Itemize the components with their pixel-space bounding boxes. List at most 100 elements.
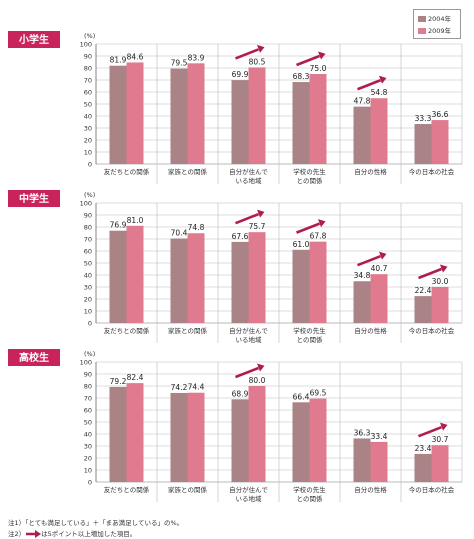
x-tick-label: 自分の性格 (354, 326, 387, 335)
data-label-2009: 33.4 (371, 432, 388, 441)
data-label-2004: 70.4 (171, 229, 188, 238)
y-tick-label: 30 (84, 442, 92, 450)
y-tick-label: 70 (84, 394, 92, 402)
y-tick-label: 100 (80, 199, 92, 207)
legend-label-2004: 2004年 (428, 15, 452, 23)
bar-2004 (170, 392, 188, 482)
bar-2009 (187, 392, 205, 482)
bar-2004 (353, 106, 371, 164)
bar-2009 (309, 74, 327, 164)
data-label-2009: 83.9 (188, 53, 205, 62)
x-tick-label: 家族との関係 (168, 326, 207, 335)
legend-swatch-2004 (418, 16, 426, 22)
data-label-2004: 81.9 (110, 56, 127, 65)
y-tick-label: 100 (80, 358, 92, 366)
data-label-2009: 30.0 (432, 277, 449, 286)
y-unit-label: (%) (84, 350, 95, 358)
bar-2004 (170, 238, 188, 323)
bar-2009 (248, 386, 266, 482)
data-label-2009: 54.8 (371, 88, 388, 97)
increase-arrow-head (440, 264, 448, 273)
x-tick-label: いる地域 (236, 176, 263, 185)
bar-2009 (431, 445, 449, 482)
bar-2009 (126, 383, 144, 482)
data-label-2009: 80.5 (249, 57, 266, 66)
bar-2004 (109, 65, 127, 164)
increase-arrow-shaft (418, 267, 442, 280)
panel-tag-label: 中学生 (19, 192, 49, 205)
y-tick-label: 30 (84, 124, 92, 132)
x-tick-label: 友だちとの関係 (104, 326, 150, 335)
data-label-2009: 84.6 (127, 52, 144, 61)
legend: 2004年 2009年 (413, 9, 461, 39)
bar-2004 (109, 230, 127, 323)
y-tick-label: 20 (84, 454, 92, 462)
x-tick-label: 学校の先生 (293, 326, 326, 335)
data-label-2009: 80.0 (249, 376, 266, 385)
y-tick-label: 90 (84, 370, 92, 378)
bar-2009 (370, 441, 388, 482)
data-label-2009: 69.5 (310, 389, 327, 398)
legend-item-2009: 2009年 (418, 25, 451, 35)
y-tick-label: 90 (84, 211, 92, 219)
increase-arrow-shaft (357, 79, 381, 91)
bar-2004 (170, 68, 188, 164)
panel-tag-label: 小学生 (18, 33, 49, 46)
data-label-2009: 75.0 (310, 64, 327, 73)
y-tick-label: 20 (84, 295, 92, 303)
x-tick-label: いる地域 (236, 494, 263, 503)
increase-arrow-head (440, 422, 448, 431)
data-label-2009: 82.4 (127, 373, 144, 382)
bar-2009 (187, 63, 205, 164)
data-label-2009: 40.7 (371, 264, 388, 273)
legend-swatch-2009 (418, 28, 426, 34)
x-tick-label: 今の日本の社会 (409, 485, 455, 494)
x-tick-label: 友だちとの関係 (104, 485, 150, 494)
panel-tag-label: 高校生 (19, 351, 49, 364)
increase-arrow-shaft (235, 366, 259, 379)
data-label-2009: 30.7 (432, 435, 449, 444)
y-tick-label: 80 (84, 223, 92, 231)
bar-2009 (431, 120, 449, 164)
footnote-1: 注1）「とても満足している」＋「まあ満足している」の%。 (8, 519, 184, 527)
x-tick-label: 学校の先生 (293, 485, 326, 494)
data-label-2009: 74.8 (188, 223, 205, 232)
arrow-icon (26, 530, 42, 538)
increase-arrow-head (257, 209, 265, 218)
x-tick-label: 家族との関係 (168, 167, 207, 176)
data-label-2009: 74.4 (188, 383, 205, 392)
y-tick-label: 60 (84, 88, 92, 96)
data-label-2004: 34.8 (354, 271, 371, 280)
bar-2004 (353, 281, 371, 323)
data-label-2004: 23.4 (415, 444, 432, 453)
x-tick-label: 自分が住んで (229, 485, 268, 494)
y-tick-label: 80 (84, 64, 92, 72)
data-label-2004: 67.6 (232, 232, 249, 241)
x-tick-label: との関係 (297, 494, 323, 503)
y-tick-label: 70 (84, 76, 92, 84)
increase-arrow-shaft (235, 212, 259, 225)
bar-2009 (431, 287, 449, 323)
x-tick-label: 学校の先生 (293, 167, 326, 176)
y-tick-label: 40 (84, 271, 92, 279)
y-tick-label: 10 (84, 307, 92, 315)
increase-arrow-shaft (296, 54, 320, 67)
y-tick-label: 20 (84, 136, 92, 144)
increase-arrow-shaft (235, 48, 259, 60)
data-label-2009: 67.8 (310, 232, 327, 241)
bar-2009 (370, 274, 388, 323)
data-label-2004: 36.3 (354, 428, 371, 437)
panel-tag-bg (8, 349, 60, 366)
bar-2009 (248, 67, 266, 164)
bar-2004 (414, 124, 432, 164)
y-tick-label: 40 (84, 430, 92, 438)
bar-2004 (292, 249, 310, 323)
x-tick-label: 今の日本の社会 (409, 167, 455, 176)
y-tick-label: 10 (84, 148, 92, 156)
y-tick-label: 50 (84, 259, 92, 267)
bar-2004 (292, 82, 310, 164)
bar-2004 (353, 438, 371, 482)
data-label-2004: 66.4 (293, 392, 310, 401)
data-label-2004: 74.2 (171, 383, 188, 392)
